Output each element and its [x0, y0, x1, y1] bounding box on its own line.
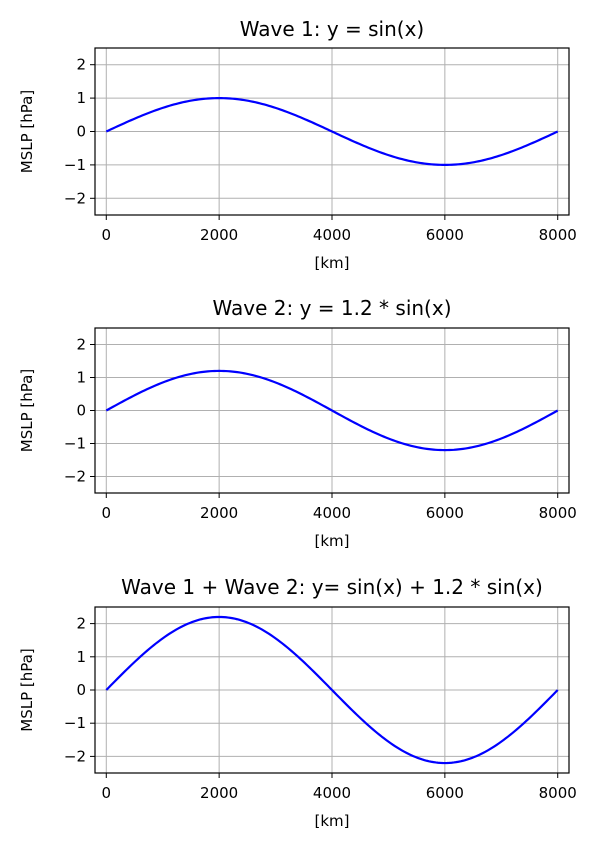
x-tick-label-3: 6000 [426, 504, 464, 522]
chart-title: Wave 2: y = 1.2 * sin(x) [213, 296, 452, 320]
y-tick-label-3: 1 [76, 369, 86, 387]
y-tick-label-1: −1 [64, 435, 86, 453]
subplot-1: 0 2000 4000 6000 8000 −2 −1 0 1 2 Wave 1: y = sin(… [18, 17, 577, 272]
subplot-3: 0 2000 4000 6000 8000 −2 −1 0 1 2 Wave 1 + Wave 2:… [18, 575, 577, 830]
y-tick-label-4: 2 [76, 615, 86, 633]
y-tick-label-1: −1 [64, 714, 86, 732]
x-tick-label-1: 2000 [200, 784, 238, 802]
series-line-1 [105, 369, 559, 452]
series-line-1 [105, 96, 559, 167]
y-tick-label-0: −2 [64, 747, 86, 765]
x-tick-label-2: 4000 [313, 784, 351, 802]
y-tick-label-0: −2 [64, 468, 86, 486]
y-tick-label-2: 0 [76, 681, 86, 699]
y-tick-label-1: −1 [64, 156, 86, 174]
x-axis-label: [km] [314, 532, 349, 550]
x-tick-label-4: 8000 [539, 504, 577, 522]
x-tick-label-0: 0 [102, 784, 112, 802]
x-tick-label-1: 2000 [200, 226, 238, 244]
y-tick-label-4: 2 [76, 336, 86, 354]
chart-title: Wave 1: y = sin(x) [240, 17, 424, 41]
y-axis-label: MSLP [hPa] [18, 369, 36, 452]
x-tick-label-3: 6000 [426, 784, 464, 802]
subplot-2: 0 2000 4000 6000 8000 −2 −1 0 1 2 Wave 2: y = 1.2 … [18, 296, 577, 550]
y-tick-label-2: 0 [76, 123, 86, 141]
y-tick-label-3: 1 [76, 89, 86, 107]
y-tick-label-3: 1 [76, 648, 86, 666]
x-tick-label-4: 8000 [539, 226, 577, 244]
x-tick-label-4: 8000 [539, 784, 577, 802]
y-tick-label-0: −2 [64, 189, 86, 207]
chart-title: Wave 1 + Wave 2: y= sin(x) + 1.2 * sin(x… [121, 575, 543, 599]
y-tick-label-4: 2 [76, 56, 86, 74]
x-tick-label-0: 0 [102, 226, 112, 244]
x-tick-label-0: 0 [102, 504, 112, 522]
y-axis-label: MSLP [hPa] [18, 648, 36, 731]
x-tick-label-3: 6000 [426, 226, 464, 244]
x-axis-label: [km] [314, 812, 349, 830]
x-tick-label-2: 4000 [313, 226, 351, 244]
y-tick-label-2: 0 [76, 402, 86, 420]
x-tick-label-1: 2000 [200, 504, 238, 522]
x-tick-label-2: 4000 [313, 504, 351, 522]
series-line-1 [105, 615, 559, 765]
y-axis-label: MSLP [hPa] [18, 90, 36, 173]
x-axis-label: [km] [314, 254, 349, 272]
